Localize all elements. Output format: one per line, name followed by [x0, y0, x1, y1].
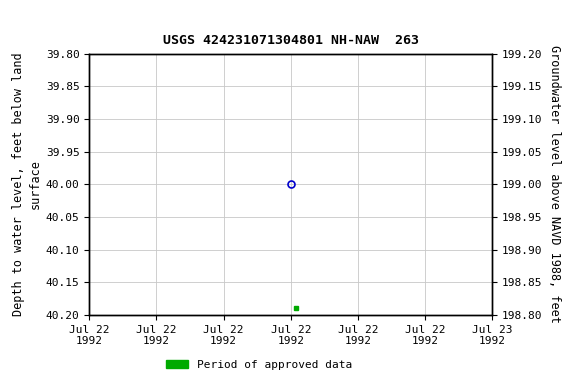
- Y-axis label: Groundwater level above NAVD 1988, feet: Groundwater level above NAVD 1988, feet: [548, 45, 561, 323]
- Legend: Period of approved data: Period of approved data: [162, 356, 357, 375]
- Title: USGS 424231071304801 NH-NAW  263: USGS 424231071304801 NH-NAW 263: [163, 34, 419, 47]
- Y-axis label: Depth to water level, feet below land
surface: Depth to water level, feet below land su…: [12, 53, 41, 316]
